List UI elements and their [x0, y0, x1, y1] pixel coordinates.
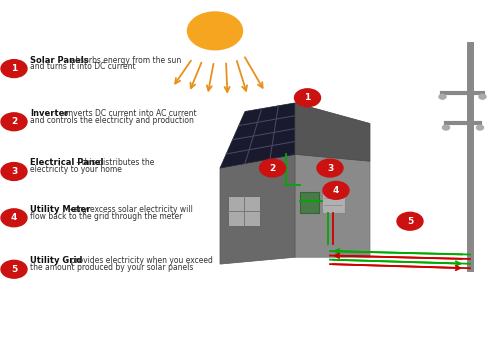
Text: 5: 5	[407, 217, 413, 226]
Text: 1: 1	[304, 93, 310, 102]
Text: - converts DC current into AC current: - converts DC current into AC current	[52, 109, 197, 118]
Circle shape	[1, 163, 27, 180]
Text: 2: 2	[270, 164, 276, 173]
Text: Utility Meter: Utility Meter	[30, 205, 90, 214]
FancyBboxPatch shape	[300, 192, 319, 213]
Circle shape	[1, 60, 27, 78]
Circle shape	[1, 260, 27, 278]
Text: Inverter: Inverter	[30, 109, 68, 118]
Circle shape	[442, 125, 450, 130]
Circle shape	[476, 125, 484, 130]
Polygon shape	[295, 103, 370, 161]
Polygon shape	[220, 103, 295, 168]
Text: - this distributes the: - this distributes the	[74, 158, 154, 167]
Text: electricity to your home: electricity to your home	[30, 165, 122, 174]
Circle shape	[323, 181, 349, 199]
Text: and controls the electricity and production: and controls the electricity and product…	[30, 116, 194, 125]
Text: Solar Panels: Solar Panels	[30, 56, 88, 64]
Text: 4: 4	[11, 213, 17, 222]
Text: 3: 3	[11, 167, 17, 176]
Text: flow back to the grid through the meter: flow back to the grid through the meter	[30, 212, 182, 221]
Text: 5: 5	[11, 265, 17, 274]
Circle shape	[294, 89, 320, 107]
Text: 1: 1	[11, 64, 17, 73]
Text: - provides electricity when you exceed: - provides electricity when you exceed	[63, 256, 213, 265]
Circle shape	[1, 209, 27, 227]
Text: - absorbs energy from the sun: - absorbs energy from the sun	[63, 56, 181, 64]
Circle shape	[260, 159, 285, 177]
Circle shape	[317, 159, 343, 177]
Circle shape	[439, 94, 446, 99]
Circle shape	[397, 212, 423, 230]
Polygon shape	[220, 154, 295, 264]
Circle shape	[479, 94, 486, 99]
Text: Utility Grid: Utility Grid	[30, 256, 82, 265]
Circle shape	[188, 12, 242, 50]
FancyBboxPatch shape	[228, 196, 260, 226]
FancyBboxPatch shape	[322, 185, 344, 213]
Text: - any excess solar electricity will: - any excess solar electricity will	[66, 205, 192, 214]
Text: Electrical Panel: Electrical Panel	[30, 158, 104, 167]
Text: 2: 2	[11, 117, 17, 126]
Text: the amount produced by your solar panels: the amount produced by your solar panels	[30, 263, 194, 272]
Text: 4: 4	[333, 186, 339, 195]
Text: 3: 3	[327, 164, 333, 173]
Circle shape	[1, 113, 27, 131]
Text: and turns it into DC current: and turns it into DC current	[30, 62, 136, 71]
Polygon shape	[295, 154, 370, 257]
